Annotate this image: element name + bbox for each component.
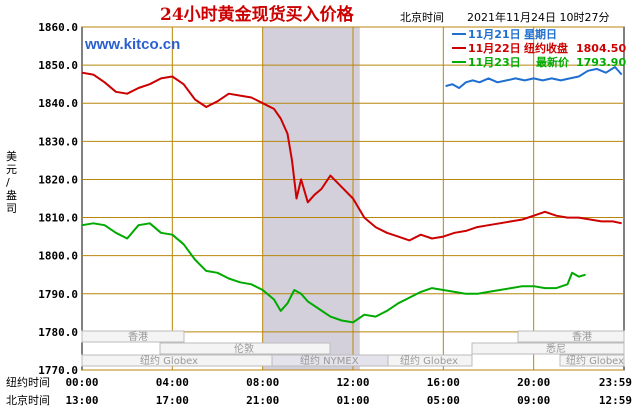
y-tick-label: 1770.0 [38, 364, 78, 377]
y-axis-label-char: 美 [6, 150, 17, 163]
market-ny-globex-2: 纽约 Globex [400, 354, 458, 367]
grid-lines [82, 26, 624, 371]
x-tick-labels: 00:00 13:00 04:00 17:00 08:00 21:00 12:00 01:00… [65, 376, 632, 407]
y-tick-label: 1850.0 [38, 59, 78, 72]
site-watermark: www.kitco.cn [84, 36, 180, 53]
y-tick-label: 1780.0 [38, 326, 78, 339]
y-tick-label: 1810.0 [38, 212, 78, 225]
y-tick-label: 1790.0 [38, 288, 78, 301]
legend-value-nov23: 1793.90 [576, 56, 626, 69]
bj-time-row-label: 北京时间 [6, 393, 50, 407]
x-tick-label-ny: 20:00 [517, 376, 550, 389]
session-bar-hongkong-right [517, 330, 625, 343]
x-tick-label-bj: 05:00 [427, 394, 460, 407]
y-tick-label: 1830.0 [38, 135, 78, 148]
x-tick-label-ny: 04:00 [156, 376, 189, 389]
x-tick-label-ny: 00:00 [65, 376, 98, 389]
series-line-11月22日 [81, 71, 622, 242]
legend-date-nov22: 11月22日 [468, 42, 521, 55]
market-london: 伦敦 [234, 342, 254, 355]
market-ny-globex-3: 纽约 Globex [566, 354, 624, 367]
y-axis-label-text: 美元/盎司 [6, 150, 17, 215]
market-labels: 香港 香港 伦敦 悉尼 纽约 Globex 纽约 NYMEX 纽约 Globex… [128, 331, 624, 367]
x-tick-label-ny: 12:00 [336, 376, 369, 389]
y-axis-label-char: 司 [6, 202, 17, 215]
datetime-label: 2021年11月24日 10时27分 [467, 10, 609, 24]
market-ny-nymex: 纽约 NYMEX [300, 354, 359, 367]
x-tick-label-bj: 13:00 [65, 394, 98, 407]
y-tick-labels: 1770.0 1780.0 1790.0 1800.0 1810.0 1820.0 1830… [38, 21, 78, 377]
timezone-label: 北京时间 [400, 10, 444, 24]
session-bar-sydney [471, 342, 625, 355]
session-bar-london [159, 342, 331, 355]
ny-time-row-label: 纽约时间 [6, 375, 50, 389]
legend: 11月21日 星期日 11月22日 纽约收盘 1804.50 11月23日 最新… [452, 27, 626, 69]
x-tick-label-ny: 23:59 [599, 376, 632, 389]
y-tick-label: 1800.0 [38, 250, 78, 263]
market-sessions [81, 330, 625, 367]
y-axis-label-char: 元 [6, 163, 17, 176]
market-hongkong-left: 香港 [128, 331, 148, 343]
market-hongkong-right: 香港 [572, 331, 592, 343]
market-sydney: 悉尼 [546, 343, 566, 355]
legend-date-nov21: 11月21日 [468, 28, 521, 41]
x-tick-label-bj: 01:00 [336, 394, 369, 407]
x-tick-label-ny: 16:00 [427, 376, 460, 389]
x-tick-label-bj: 12:59 [599, 394, 632, 407]
legend-label-nov23: 最新价 [536, 55, 570, 69]
y-tick-label: 1820.0 [38, 173, 78, 186]
legend-label-nov22: 纽约收盘 [524, 41, 568, 55]
legend-value-nov22: 1804.50 [576, 42, 626, 55]
session-bar-globex-3 [559, 354, 625, 367]
session-bar-globex-2 [387, 354, 473, 367]
market-ny-globex-1: 纽约 Globex [140, 354, 198, 367]
session-bar-hongkong-left [81, 330, 185, 343]
y-axis-label: 美元/盎司 [6, 150, 17, 215]
chart-title: 24小时黄金现货买入价格 [160, 4, 355, 25]
y-tick-label: 1840.0 [38, 97, 78, 110]
legend-label-nov21: 星期日 [524, 27, 557, 41]
y-tick-label: 1860.0 [38, 21, 78, 34]
series-layer [81, 66, 623, 324]
series-line-11月21日 [445, 66, 623, 89]
x-tick-label-bj: 17:00 [156, 394, 189, 407]
x-tick-label-ny: 08:00 [246, 376, 279, 389]
x-tick-label-bj: 09:00 [517, 394, 550, 407]
y-axis-label-char: 盎 [6, 188, 17, 202]
y-axis-label-char: / [6, 176, 10, 189]
x-tick-label-bj: 21:00 [246, 394, 279, 407]
legend-date-nov23: 11月23日 [468, 56, 521, 69]
series-line-11月23日 [81, 222, 586, 324]
